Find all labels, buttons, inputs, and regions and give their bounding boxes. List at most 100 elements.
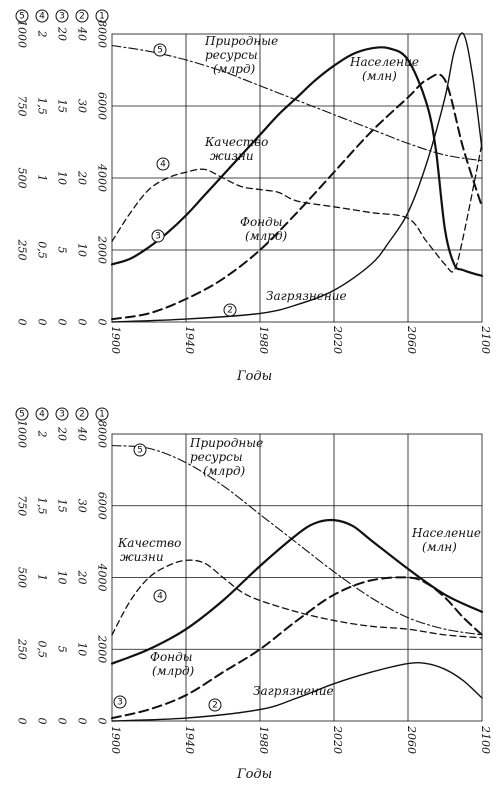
x-tick-label: 2100 — [479, 725, 492, 754]
series-line-capital — [111, 576, 483, 720]
series-marker: 2 — [208, 698, 222, 712]
y-tick-label: 10 — [76, 642, 89, 656]
series-annotation: жизни — [210, 149, 254, 163]
x-tick-label: 1980 — [257, 726, 270, 754]
y-tick-label: 1,5 — [36, 97, 49, 115]
y-axis-5: 5 0 250 500 750 1000 — [15, 407, 29, 725]
series-line-capital — [111, 73, 483, 321]
x-tick-label: 1900 — [109, 326, 122, 354]
marker-circle — [35, 407, 49, 421]
x-tick-label: 2100 — [479, 325, 492, 354]
y-tick-label: 2000 — [96, 634, 109, 663]
series-line-population — [110, 518, 484, 665]
series-marker: 4 — [156, 157, 170, 171]
marker-circle — [35, 9, 49, 23]
y-tick-label: 40 — [76, 426, 89, 441]
y-tick-label: 6000 — [96, 92, 109, 120]
y-tick-label: 0 — [56, 319, 69, 326]
grid — [111, 433, 483, 722]
marker-circle — [223, 303, 237, 317]
y-tick-label: 1 — [36, 574, 49, 581]
y-axis-marker: 4 — [35, 9, 49, 23]
series-annotation: Загрязнение — [253, 684, 334, 698]
x-tick-label: 1980 — [257, 326, 270, 354]
marker-number: 2 — [212, 701, 218, 711]
series-line-resources — [111, 44, 483, 162]
series-annotation: ресурсы — [190, 450, 243, 464]
y-tick-label: 500 — [16, 168, 29, 189]
x-tick-label: 1900 — [109, 726, 122, 754]
marker-circle — [75, 407, 89, 421]
chart-bottom: 1900 1940 1980 2020 2060 2100Годы502505007501… — [15, 407, 492, 782]
marker-circle — [133, 443, 147, 457]
y-tick-label: 0,5 — [36, 641, 49, 659]
marker-circle — [151, 229, 165, 243]
series-marker: 2 — [223, 303, 237, 317]
y-tick-label: 750 — [16, 96, 29, 117]
series-annotation: (млрд) — [203, 464, 246, 478]
series-marker: 5 — [153, 43, 167, 57]
series-annotation: Природные — [189, 436, 263, 450]
y-tick-label: 0 — [76, 718, 89, 725]
series-annotation: (млн) — [362, 69, 397, 83]
y-tick-label: 20 — [56, 426, 69, 441]
marker-number: 5 — [19, 410, 25, 420]
marker-number: 1 — [99, 12, 105, 22]
y-tick-label: 2000 — [96, 235, 109, 264]
marker-circle — [95, 9, 109, 23]
y-tick-label: 10 — [56, 571, 69, 585]
y-tick-label: 6000 — [96, 492, 109, 520]
y-tick-label: 0 — [16, 718, 29, 725]
x-tick-label: 2020 — [331, 725, 344, 754]
marker-number: 1 — [99, 410, 105, 420]
marker-number: 2 — [79, 12, 85, 22]
series-annotation: Природные — [204, 34, 278, 48]
y-tick-label: 0 — [56, 718, 69, 725]
series-marker: 5 — [133, 443, 147, 457]
y-axis-3: 3 0 5 10 15 20 — [55, 9, 69, 326]
marker-circle — [113, 695, 127, 709]
y-tick-label: 15 — [56, 499, 69, 513]
y-tick-label: 4000 — [96, 563, 109, 592]
x-tick-label: 1940 — [183, 726, 196, 754]
y-tick-label: 5 — [56, 247, 69, 254]
y-tick-label: 0 — [96, 319, 109, 326]
marker-number: 5 — [157, 46, 163, 56]
marker-circle — [156, 157, 170, 171]
series-annotation: (млрд) — [245, 229, 288, 243]
series-annotation: Качество — [204, 135, 268, 149]
marker-number: 4 — [160, 160, 166, 170]
series-annotation: Население — [349, 55, 419, 69]
y-tick-label: 30 — [76, 99, 89, 113]
y-tick-label: 500 — [16, 567, 29, 588]
y-axis-marker: 2 — [75, 407, 89, 421]
series-line-quality — [111, 559, 483, 639]
y-axis-4: 4 0 0,5 1 1,5 2 — [35, 407, 49, 725]
y-tick-label: 750 — [16, 495, 29, 516]
marker-circle — [75, 9, 89, 23]
y-axis-marker: 2 — [75, 9, 89, 23]
marker-number: 5 — [137, 446, 143, 456]
x-tick-label: 2020 — [331, 325, 344, 354]
series-annotation: (млн) — [422, 540, 457, 554]
series-line-population — [110, 46, 484, 277]
y-tick-label: 20 — [56, 26, 69, 41]
series-annotation: (млрд) — [213, 62, 256, 76]
y-axis-marker: 5 — [15, 9, 29, 23]
series-line-quality — [111, 142, 483, 273]
x-tick-label: 2060 — [405, 725, 418, 754]
y-tick-label: 4000 — [96, 163, 109, 192]
y-tick-label: 40 — [76, 26, 89, 41]
y-tick-label: 1000 — [16, 20, 29, 48]
y-tick-label: 0 — [16, 319, 29, 326]
y-tick-label: 20 — [76, 170, 89, 185]
marker-number: 4 — [39, 12, 45, 22]
y-axis-marker: 3 — [55, 9, 69, 23]
x-axis-label: Годы — [236, 767, 272, 782]
y-tick-label: 1,5 — [36, 497, 49, 515]
y-tick-label: 30 — [76, 499, 89, 513]
marker-circle — [153, 589, 167, 603]
y-tick-label: 8000 — [96, 20, 109, 48]
series-annotation: Фонды — [240, 215, 282, 229]
